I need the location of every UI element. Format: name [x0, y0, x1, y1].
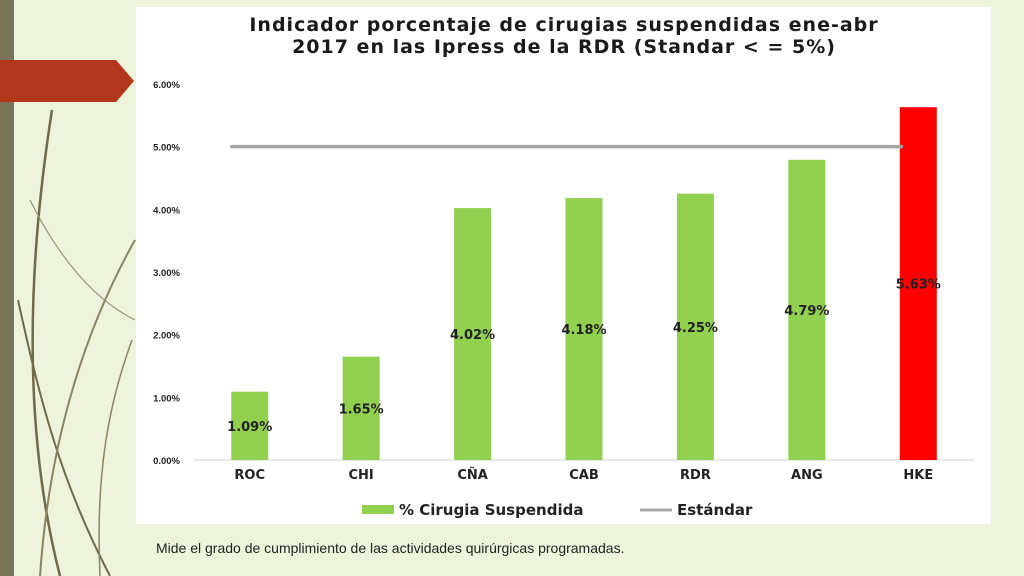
x-tick-label: ROC	[234, 468, 265, 483]
legend-label-bars: % Cirugia Suspendida	[399, 501, 583, 519]
bar-cab	[565, 198, 603, 460]
bar-rdr	[676, 193, 714, 460]
data-label: 4.79%	[784, 304, 829, 319]
chart-title-line-1: Indicador porcentaje de cirugias suspend…	[249, 14, 878, 36]
data-label: 1.65%	[339, 402, 384, 417]
bar-chi	[342, 356, 380, 460]
x-tick-label: RDR	[680, 468, 711, 483]
slide-left-bar	[0, 0, 14, 576]
legend-swatch-bars	[362, 505, 394, 514]
bar-cña	[454, 208, 492, 460]
data-label: 5.63%	[896, 278, 941, 293]
data-label: 4.18%	[561, 323, 606, 338]
legend-label-line: Estándar	[677, 501, 753, 519]
plot-area: 0.00% 1.00% 2.00% 3.00% 4.00% 5.00% 6.00% ROC 1.…	[153, 80, 974, 483]
y-tick-label: 2.00%	[153, 331, 180, 342]
bar-chart: Indicador porcentaje de cirugias suspend…	[153, 14, 974, 519]
red-arrow-icon	[0, 60, 134, 102]
vine-decoration	[17, 109, 136, 576]
x-tick-label: CHI	[349, 468, 374, 483]
bar-hke	[899, 107, 937, 460]
y-tick-label: 4.00%	[153, 205, 180, 216]
chart-panel: Indicador porcentaje de cirugias suspend…	[136, 7, 991, 524]
data-label: 1.09%	[227, 420, 272, 435]
chart-title-line-2: 2017 en las Ipress de la RDR (Standar < …	[292, 36, 836, 58]
bar-ang	[788, 159, 826, 460]
slide-caption: Mide el grado de cumplimiento de las act…	[156, 540, 625, 556]
data-label: 4.25%	[673, 321, 718, 336]
x-tick-label: ANG	[791, 468, 823, 483]
data-label: 4.02%	[450, 328, 495, 343]
x-tick-label: CAB	[569, 468, 599, 483]
y-tick-label: 3.00%	[153, 268, 180, 279]
chart-legend: % Cirugia Suspendida Estándar	[362, 501, 753, 519]
y-tick-label: 1.00%	[153, 393, 180, 404]
y-tick-label: 0.00%	[153, 456, 180, 467]
y-tick-label: 5.00%	[153, 143, 180, 154]
bar-roc	[231, 391, 269, 460]
y-tick-label: 6.00%	[153, 80, 180, 91]
x-tick-label: CÑA	[457, 467, 487, 483]
x-tick-label: HKE	[903, 468, 933, 483]
